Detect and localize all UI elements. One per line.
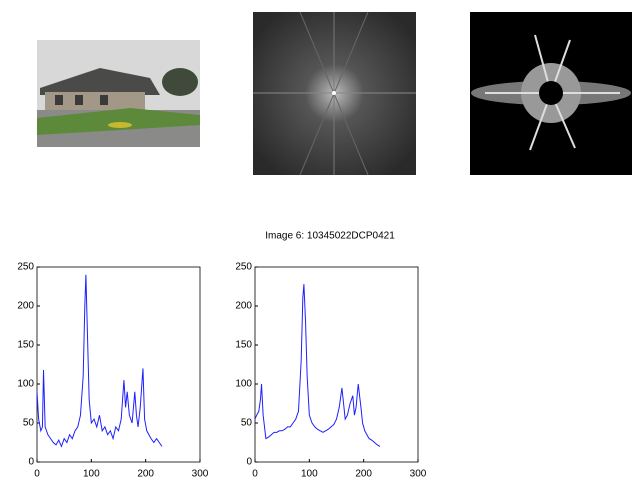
x-tick-label: 0	[252, 469, 258, 480]
y-tick-label: 100	[235, 379, 252, 390]
x-tick-label: 100	[301, 469, 318, 480]
photo	[37, 40, 200, 147]
spectrum-image	[253, 11, 416, 176]
y-tick-label: 50	[241, 418, 253, 429]
y-tick-label: 0	[28, 457, 34, 468]
axes-box	[254, 266, 419, 463]
y-tick-label: 100	[17, 379, 34, 390]
line-series	[36, 274, 163, 448]
y-tick-label: 150	[235, 340, 252, 351]
x-tick-label: 200	[355, 469, 372, 480]
y-tick-label: 200	[235, 301, 252, 312]
x-tick-label: 0	[34, 469, 40, 480]
y-tick-label: 150	[17, 340, 34, 351]
x-tick-label: 200	[137, 469, 154, 480]
x-tick-label: 100	[83, 469, 100, 480]
y-tick-label: 250	[17, 262, 34, 273]
y-tick-label: 250	[235, 262, 252, 273]
x-tick-label: 300	[192, 469, 209, 480]
axes-box	[36, 266, 201, 463]
figure-title: Image 6: 10345022DCP0421	[265, 231, 395, 242]
y-tick-label: 0	[246, 457, 252, 468]
filtered-image	[470, 12, 632, 175]
line-series	[254, 284, 381, 447]
y-tick-label: 50	[23, 418, 35, 429]
x-tick-label: 300	[410, 469, 427, 480]
y-tick-label: 200	[17, 301, 34, 312]
